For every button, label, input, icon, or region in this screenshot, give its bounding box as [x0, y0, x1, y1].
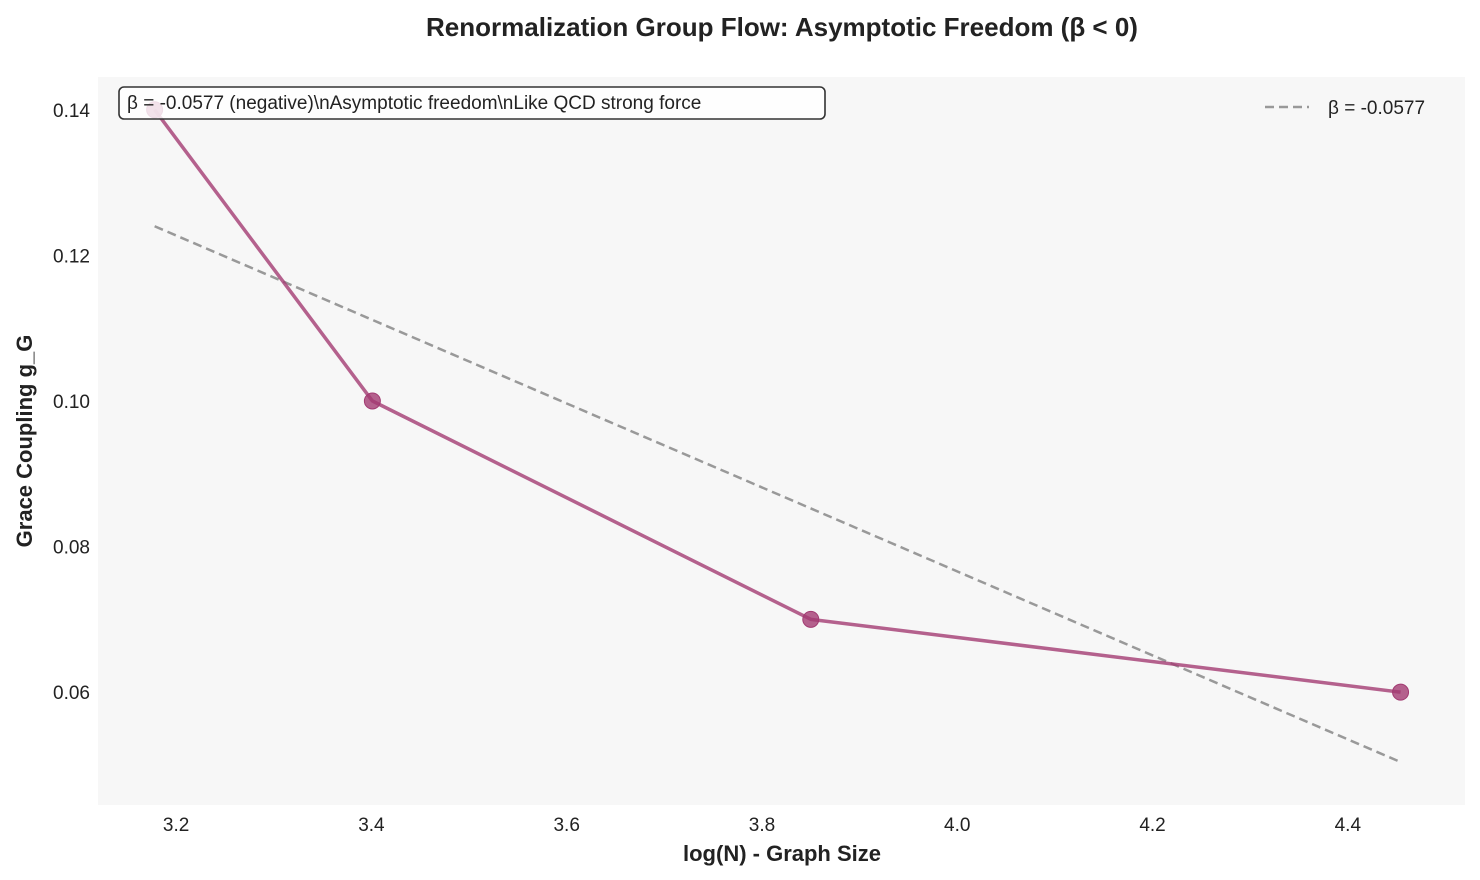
- plot-area: [98, 77, 1465, 805]
- fit-line: [154, 225, 1402, 764]
- data-point: [1392, 683, 1410, 701]
- x-axis-label: log(N) - Graph Size: [683, 841, 881, 866]
- annotation-text: β = -0.0577 (negative)\nAsymptotic freed…: [127, 93, 701, 114]
- legend-label-fit: β = -0.0577: [1328, 98, 1425, 119]
- x-tick-label: 4.4: [1335, 815, 1362, 836]
- x-tick-label: 4.0: [944, 815, 970, 836]
- data-point: [363, 392, 381, 410]
- data-point: [802, 610, 820, 628]
- annotation-box: β = -0.0577 (negative)\nAsymptotic freed…: [118, 86, 826, 120]
- coupling-series-line: [153, 108, 1401, 694]
- chart-title: Renormalization Group Flow: Asymptotic F…: [426, 12, 1138, 42]
- y-tick-label: 0.06: [53, 683, 90, 704]
- x-tick-label: 3.2: [163, 815, 189, 836]
- x-tick-label: 3.8: [749, 815, 775, 836]
- x-tick-label: 4.2: [1139, 815, 1165, 836]
- x-tick-label: 3.4: [358, 815, 385, 836]
- x-axis-ticks: 3.2 3.4 3.6 3.8 4.0 4.2 4.4: [163, 815, 1362, 836]
- legend: β = -0.0577: [1265, 98, 1425, 119]
- y-tick-label: 0.14: [53, 101, 90, 122]
- y-tick-label: 0.08: [53, 538, 90, 559]
- y-tick-label: 0.12: [53, 246, 90, 267]
- y-tick-label: 0.10: [53, 392, 90, 413]
- annotation-frame: [118, 86, 826, 120]
- x-tick-label: 3.6: [553, 815, 579, 836]
- y-axis-ticks: 0.06 0.08 0.10 0.12 0.14: [53, 101, 90, 704]
- y-axis-label: Grace Coupling g_G: [12, 335, 37, 548]
